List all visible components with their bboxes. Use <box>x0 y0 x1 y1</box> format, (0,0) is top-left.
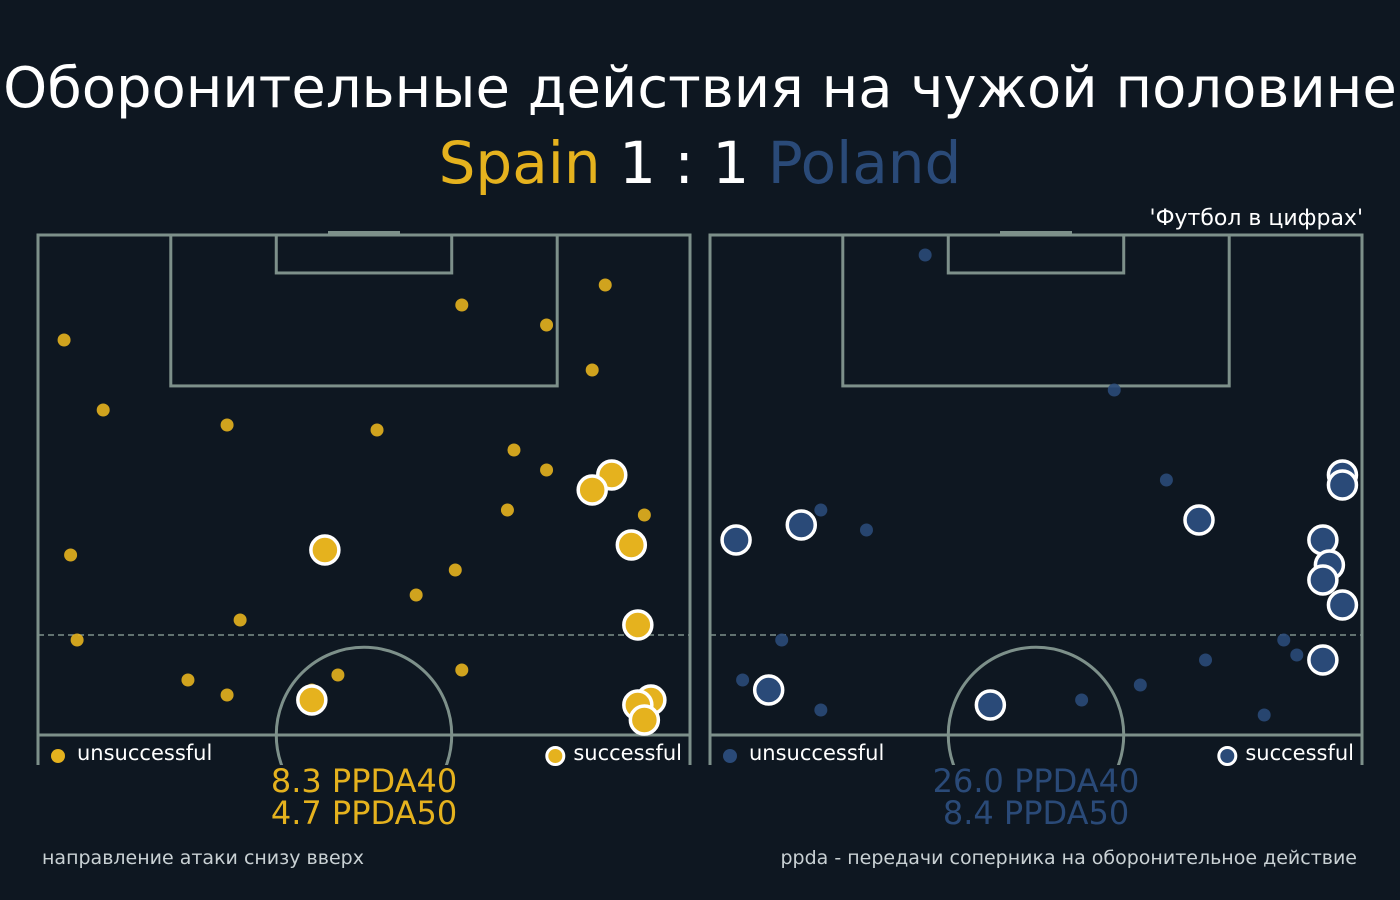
unsuccessful-action-point <box>1277 633 1291 647</box>
successful-action-point <box>1307 644 1339 676</box>
unsuccessful-action-point <box>455 298 469 312</box>
ppda50-stat: 4.7 PPDA50 <box>271 794 457 832</box>
successful-action-point <box>296 684 328 716</box>
unsuccessful-action-point <box>814 503 828 517</box>
successful-action-point <box>622 609 654 641</box>
unsuccessful-action-point <box>409 588 423 602</box>
successful-action-point <box>785 509 818 541</box>
unsuccessful-action-point <box>64 548 78 562</box>
unsuccessful-action-point <box>1133 678 1147 692</box>
penalty-box <box>169 233 559 388</box>
unsuccessful-action-point <box>637 508 651 522</box>
successful-action-point <box>309 534 341 566</box>
unsuccessful-action-point <box>1290 648 1304 662</box>
pitch-outline <box>708 233 1364 765</box>
successful-action-point <box>752 674 785 706</box>
unsuccessful-action-point <box>1257 708 1271 722</box>
ppda40-stat: 26.0 PPDA40 <box>933 762 1140 800</box>
unsuccessful-action-point <box>736 673 750 687</box>
successful-action-point <box>628 704 661 736</box>
successful-action-point <box>615 529 648 561</box>
unsuccessful-action-point <box>331 668 345 682</box>
footer-right-note: ppda - передачи соперника на оборонитель… <box>780 847 1357 869</box>
unsuccessful-action-point <box>540 463 554 477</box>
ppda50-stat: 8.4 PPDA50 <box>943 794 1129 832</box>
unsuccessful-action-point <box>57 333 71 347</box>
score-line: Spain 1 : 1 Poland <box>439 129 962 197</box>
chart-title: Оборонительные действия на чужой половин… <box>3 56 1397 121</box>
successful-action-point <box>1183 504 1215 536</box>
legend-unsuccessful-marker <box>51 749 65 763</box>
unsuccessful-action-point <box>1107 383 1121 397</box>
legend-successful-label: successful <box>1245 741 1354 765</box>
unsuccessful-action-point <box>775 633 789 647</box>
unsuccessful-action-point <box>1159 473 1173 487</box>
unsuccessful-action-point <box>507 443 521 457</box>
unsuccessful-action-point <box>96 403 110 417</box>
unsuccessful-action-point <box>1075 693 1089 707</box>
centre-circle <box>274 645 454 765</box>
successful-action-point <box>720 524 752 556</box>
legend-successful-marker <box>1217 746 1238 766</box>
successful-action-point <box>576 474 608 506</box>
unsuccessful-action-point <box>1199 653 1213 667</box>
unsuccessful-action-point <box>220 688 234 702</box>
away-team-name: Poland <box>768 129 962 197</box>
unsuccessful-action-point <box>585 363 599 377</box>
successful-action-point <box>1307 564 1339 596</box>
unsuccessful-action-point <box>598 278 612 292</box>
unsuccessful-action-point <box>455 663 469 677</box>
unsuccessful-action-point <box>220 418 234 432</box>
legend-unsuccessful-label: unsuccessful <box>77 741 212 765</box>
ppda40-stat: 8.3 PPDA40 <box>271 762 457 800</box>
unsuccessful-action-point <box>814 703 828 717</box>
source-credit: 'Футбол в цифрах' <box>1150 206 1363 231</box>
footer-left-note: направление атаки снизу вверх <box>42 847 364 869</box>
successful-action-point <box>1326 589 1359 621</box>
successful-action-point <box>1326 469 1359 501</box>
penalty-box <box>841 233 1231 388</box>
home-team-name: Spain <box>439 129 601 197</box>
legend-unsuccessful-label: unsuccessful <box>749 741 884 765</box>
centre-circle <box>946 645 1126 765</box>
unsuccessful-action-point <box>181 673 195 687</box>
unsuccessful-action-point <box>70 633 84 647</box>
unsuccessful-action-point <box>500 503 514 517</box>
legend-successful-label: successful <box>573 741 682 765</box>
unsuccessful-action-point <box>540 318 554 332</box>
unsuccessful-action-point <box>918 248 932 262</box>
legend-successful-marker <box>545 746 566 766</box>
unsuccessful-action-point <box>859 523 873 537</box>
successful-action-point <box>974 689 1007 721</box>
legend-unsuccessful-marker <box>723 749 737 763</box>
six-yard-box <box>274 233 454 275</box>
six-yard-box <box>946 233 1126 275</box>
unsuccessful-action-point <box>448 563 462 577</box>
unsuccessful-action-point <box>370 423 384 437</box>
score-value: 1 : 1 <box>619 129 749 197</box>
unsuccessful-action-point <box>233 613 247 627</box>
